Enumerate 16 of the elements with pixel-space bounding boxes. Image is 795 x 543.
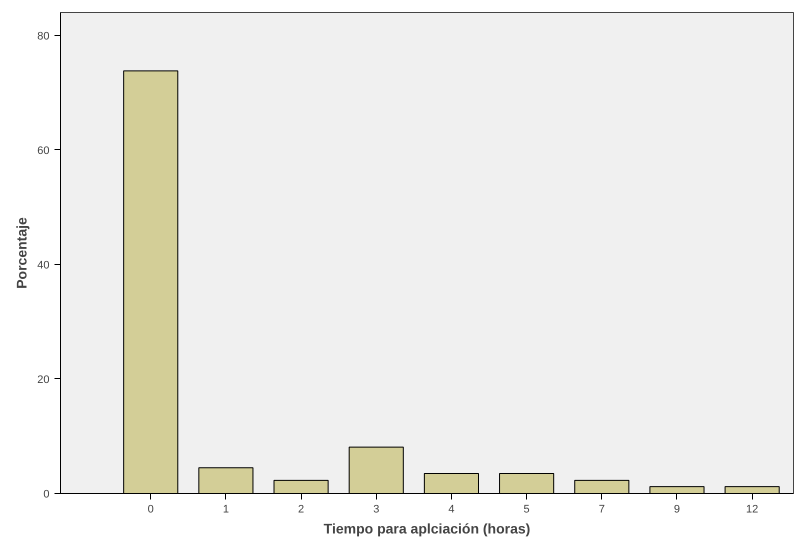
x-tick-label: 5 — [524, 504, 530, 516]
y-tick-label: 20 — [37, 374, 50, 386]
x-tick-label: 9 — [674, 504, 680, 516]
x-tick-label: 1 — [222, 504, 229, 516]
y-tick-label: 40 — [37, 259, 50, 272]
x-tick-label: 0 — [148, 504, 154, 516]
y-tick-label: 0 — [43, 488, 50, 500]
x-tick-label: 2 — [298, 504, 304, 516]
y-tick-label: 60 — [37, 144, 50, 157]
x-tick-label: 4 — [448, 504, 454, 516]
x-tick-label: 12 — [746, 504, 758, 516]
x-axis-title: Tiempo para aplciación (horas) — [324, 520, 530, 536]
x-tick-label: 3 — [373, 504, 380, 516]
y-tick-label: 80 — [37, 30, 50, 42]
x-tick-label: 7 — [598, 504, 605, 516]
y-axis-title: Porcentaje — [13, 216, 30, 289]
